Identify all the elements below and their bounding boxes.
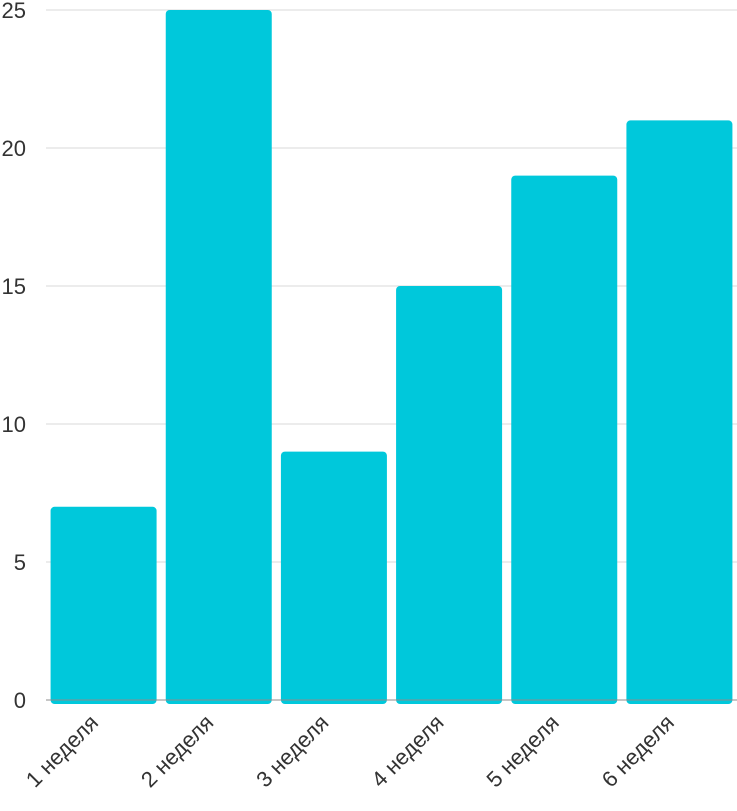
y-tick-label-20: 20 [2,136,26,161]
x-tick-label-3: 3 неделя [251,710,333,792]
y-tick-label-15: 15 [2,274,26,299]
x-tick-label-4: 4 неделя [366,710,448,792]
bar-1 [50,506,157,704]
x-tick-label-5: 5 неделя [482,710,564,792]
x-tick-label-6: 6 неделя [597,710,679,792]
x-tick-label-2: 2 неделя [136,710,218,792]
bar-2 [165,10,272,704]
bar-4 [396,286,503,704]
y-tick-label-25: 25 [2,0,26,23]
y-tick-label-0: 0 [14,688,26,713]
bar-3 [280,451,387,704]
bar-6 [626,120,733,704]
x-tick-label-1: 1 неделя [21,710,103,792]
grid-layer [46,9,737,563]
bar-5 [511,175,618,705]
y-tick-label-5: 5 [14,550,26,575]
x-axis: 1 неделя 2 неделя 3 неделя 4 неделя 5 неделя… [21,699,737,792]
bars-layer [50,10,733,705]
y-axis: 0 5 10 15 20 25 [2,0,26,713]
y-tick-label-10: 10 [2,412,26,437]
